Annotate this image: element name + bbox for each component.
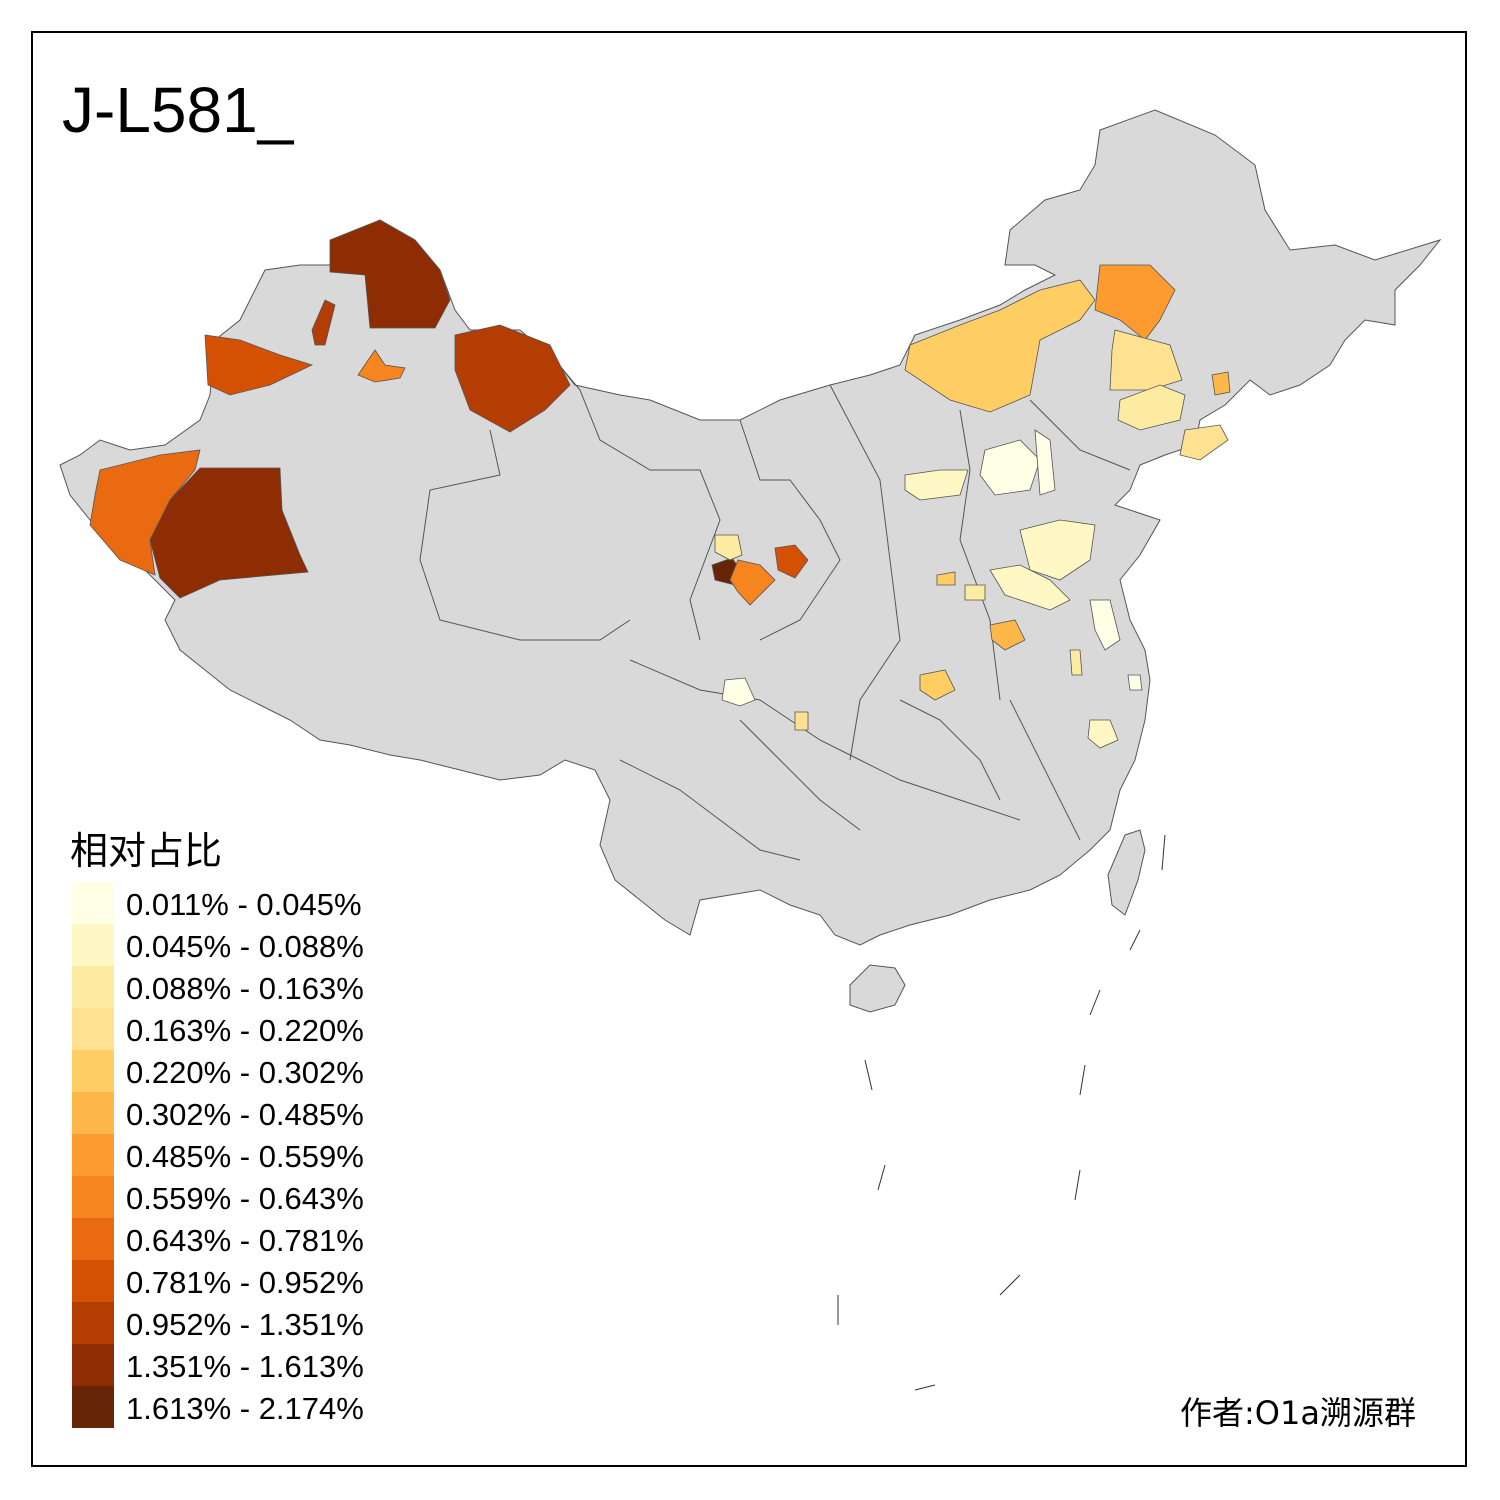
legend-label: 0.011% - 0.045% [126, 887, 362, 922]
legend-item: 0.220% - 0.302% [72, 1050, 412, 1092]
prefecture-region [794, 711, 809, 731]
prefecture-region [936, 571, 956, 586]
legend-swatch [72, 1176, 114, 1218]
prefecture-region [1069, 649, 1083, 676]
lanzhou-region [729, 559, 776, 606]
prefecture-region [1211, 371, 1231, 396]
map-frame [31, 31, 1467, 1467]
legend-label: 0.559% - 0.643% [126, 1181, 364, 1216]
legend-swatch [72, 966, 114, 1008]
prefecture-region [989, 564, 1071, 611]
highlighted-regions [89, 219, 1231, 749]
prefecture-region [774, 544, 809, 579]
province-borders [419, 359, 1131, 861]
hainan-island [849, 964, 906, 1013]
legend-item: 0.485% - 0.559% [72, 1134, 412, 1176]
legend-label: 0.163% - 0.220% [126, 1013, 364, 1048]
legend-swatch [72, 1260, 114, 1302]
legend-swatch [72, 924, 114, 966]
legend: 0.011% - 0.045% 0.045% - 0.088% 0.088% - 0… [72, 882, 412, 1428]
legend-item: 0.088% - 0.163% [72, 966, 412, 1008]
legend-label: 0.952% - 1.351% [126, 1307, 364, 1342]
legend-item: 0.011% - 0.045% [72, 882, 412, 924]
legend-swatch [72, 1050, 114, 1092]
prefecture-region [904, 469, 969, 501]
taiwan-island [1107, 829, 1146, 916]
legend-label: 1.351% - 1.613% [126, 1349, 364, 1384]
changji-region [311, 299, 336, 346]
legend-item: 0.781% - 0.952% [72, 1260, 412, 1302]
karamay-region [204, 334, 314, 396]
prefecture-region [964, 584, 986, 601]
south-china-sea-islands [837, 834, 1166, 1391]
legend-item: 0.045% - 0.088% [72, 924, 412, 966]
hinggan-region [1094, 264, 1176, 341]
prefecture-region [721, 677, 756, 707]
legend-label: 1.613% - 2.174% [126, 1391, 364, 1426]
kashgar-region [357, 349, 406, 383]
prefecture-region [1089, 599, 1121, 651]
legend-swatch [72, 882, 114, 924]
legend-swatch [72, 1386, 114, 1428]
legend-swatch [72, 1302, 114, 1344]
legend-item: 0.643% - 0.781% [72, 1218, 412, 1260]
tacheng-region [454, 324, 571, 433]
legend-label: 0.302% - 0.485% [126, 1097, 364, 1132]
prefecture-region [979, 439, 1041, 496]
legend-item: 0.302% - 0.485% [72, 1092, 412, 1134]
map-title: J-L581_ [62, 74, 294, 146]
prefecture-region [1179, 424, 1229, 461]
prefecture-region [1034, 429, 1056, 496]
legend-item: 0.952% - 1.351% [72, 1302, 412, 1344]
legend-item: 1.351% - 1.613% [72, 1344, 412, 1386]
legend-swatch [72, 1344, 114, 1386]
prefecture-region [1087, 719, 1119, 749]
legend-label: 0.643% - 0.781% [126, 1223, 364, 1258]
legend-title: 相对占比 [70, 829, 223, 873]
legend-swatch [72, 1092, 114, 1134]
legend-label: 0.485% - 0.559% [126, 1139, 364, 1174]
prefecture-region [1127, 674, 1143, 691]
hulunbuir-region [904, 279, 1096, 413]
legend-label: 0.045% - 0.088% [126, 929, 364, 964]
prefecture-region [1117, 384, 1186, 431]
altay-region [329, 219, 451, 329]
legend-swatch [72, 1134, 114, 1176]
legend-label: 0.220% - 0.302% [126, 1055, 364, 1090]
prefecture-region [989, 619, 1026, 651]
legend-item: 0.559% - 0.643% [72, 1176, 412, 1218]
prefecture-region [714, 534, 743, 561]
hotan-region [149, 467, 309, 599]
author-credit: 作者:O1a溯源群 [1180, 1394, 1416, 1432]
legend-label: 0.781% - 0.952% [126, 1265, 364, 1300]
legend-label: 0.088% - 0.163% [126, 971, 364, 1006]
legend-item: 1.613% - 2.174% [72, 1386, 412, 1428]
prefecture-region [919, 669, 956, 701]
legend-item: 0.163% - 0.220% [72, 1008, 412, 1050]
legend-swatch [72, 1218, 114, 1260]
legend-swatch [72, 1008, 114, 1050]
